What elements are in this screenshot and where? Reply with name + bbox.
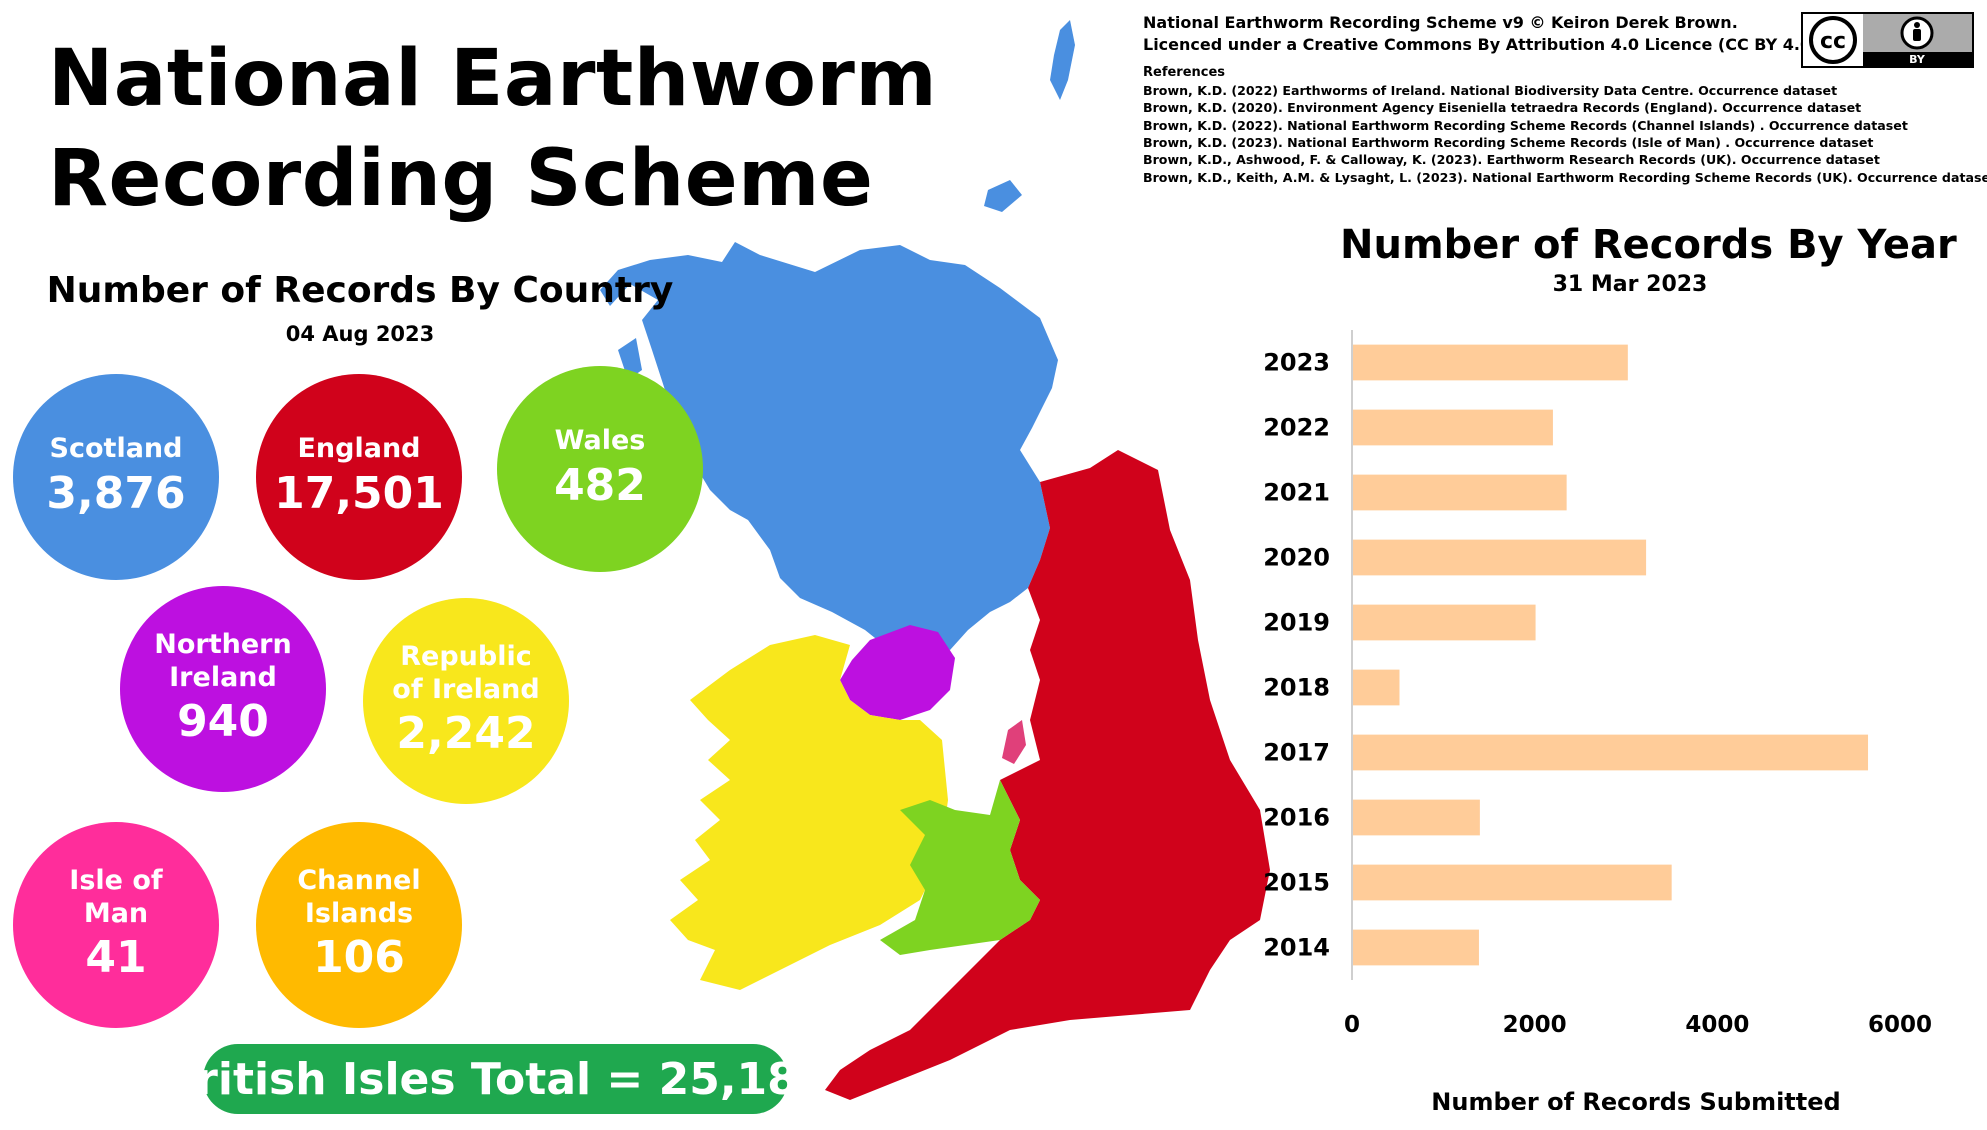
country-label: Isle of Man [69, 865, 163, 929]
country-label: Republic of Ireland [392, 641, 540, 705]
country-value: 2,242 [396, 707, 536, 759]
country-bubble-northern-ireland: Northern Ireland 940 [120, 586, 326, 792]
y-tick-label: 2022 [1263, 414, 1330, 442]
map-wales [880, 780, 1040, 955]
country-value: 3,876 [46, 467, 186, 519]
country-bubble-wales: Wales 482 [497, 366, 703, 572]
country-label: Wales [554, 425, 646, 457]
bar-2021 [1352, 474, 1567, 511]
bar-2015 [1352, 864, 1672, 901]
country-section-date: 04 Aug 2023 [285, 322, 435, 346]
x-tick-label: 6000 [1868, 1012, 1932, 1038]
licence-line1: National Earthworm Recording Scheme v9 ©… [1143, 13, 1738, 32]
y-tick-label: 2020 [1263, 544, 1330, 572]
year-section-title: Number of Records By Year [1340, 222, 1957, 268]
reference-item: Brown, K.D., Ashwood, F. & Calloway, K. … [1143, 152, 1880, 168]
british-isles-map [600, 20, 1270, 1100]
reference-item: Brown, K.D. (2022) Earthworms of Ireland… [1143, 82, 1838, 98]
licence-line2: Licenced under a Creative Commons By Att… [1143, 35, 1819, 55]
country-section-title: Number of Records By Country [46, 270, 674, 311]
page-title-line2: Recording Scheme [48, 134, 874, 224]
page-title-line1: National Earthworm [48, 34, 938, 124]
year-section-date: 31 Mar 2023 [1552, 272, 1708, 297]
bar-2016 [1352, 799, 1480, 836]
country-bubble-republic-of-ireland: Republic of Ireland 2,242 [363, 598, 569, 804]
country-value: 940 [177, 695, 269, 747]
y-tick-label: 2017 [1263, 739, 1330, 767]
map-shetland [1050, 20, 1075, 100]
x-axis-label: Number of Records Submitted [1431, 1088, 1840, 1110]
bar-2018 [1352, 669, 1400, 706]
bar-2020 [1352, 539, 1647, 576]
map-scotland [600, 242, 1058, 660]
licence-text: National Earthworm Recording Scheme v9 ©… [1143, 12, 1818, 57]
country-value: 41 [85, 931, 147, 983]
references-list: References Brown, K.D. (2022) Earthworms… [1143, 64, 1987, 186]
x-tick-label: 2000 [1503, 1012, 1567, 1038]
country-label: Channel Islands [297, 865, 421, 929]
country-value: 17,501 [274, 467, 444, 519]
map-england [825, 450, 1270, 1100]
bar-2019 [1352, 604, 1536, 641]
country-value: 482 [554, 459, 646, 511]
y-tick-label: 2014 [1263, 934, 1330, 962]
bar-2023 [1352, 344, 1628, 381]
reference-item: Brown, K.D. (2022). National Earthworm R… [1143, 117, 1908, 133]
y-tick-label: 2016 [1263, 804, 1330, 832]
map-northern-ireland [840, 625, 955, 720]
british-isles-total: British Isles Total = 25,188 [163, 1044, 828, 1114]
bar-2022 [1352, 409, 1553, 446]
reference-item: Brown, K.D., Keith, A.M. & Lysaght, L. (… [1143, 169, 1987, 185]
references-heading: References [1143, 65, 1226, 80]
svg-text:BY: BY [1909, 53, 1926, 66]
map-isle-of-man [1002, 720, 1026, 764]
cc-by-icon: cc BY [1803, 14, 1972, 66]
country-bubble-isle-of-man: Isle of Man 41 [13, 822, 219, 1028]
country-value: 106 [313, 931, 405, 983]
reference-item: Brown, K.D. (2023). National Earthworm R… [1143, 135, 1874, 151]
map-republic-of-ireland [670, 635, 948, 990]
y-tick-label: 2015 [1263, 869, 1330, 897]
reference-item: Brown, K.D. (2020). Environment Agency E… [1143, 100, 1862, 116]
y-tick-label: 2019 [1263, 609, 1330, 637]
records-by-year-chart: 2023 2022 2021 2020 2019 2018 2017 2016 2015 2014… [1263, 330, 1932, 1110]
svg-text:cc: cc [1820, 29, 1846, 54]
y-tick-label: 2018 [1263, 674, 1330, 702]
x-tick-label: 0 [1344, 1012, 1360, 1038]
country-bubble-scotland: Scotland 3,876 [13, 374, 219, 580]
bar-2017 [1352, 734, 1869, 771]
y-tick-label: 2023 [1263, 349, 1330, 377]
country-label: Scotland [49, 433, 183, 465]
country-label: England [297, 433, 421, 465]
country-bubble-channel-islands: Channel Islands 106 [256, 822, 462, 1028]
y-tick-label: 2021 [1263, 479, 1330, 507]
x-tick-label: 4000 [1685, 1012, 1749, 1038]
cc-by-badge: cc BY [1801, 12, 1974, 68]
bar-2014 [1352, 929, 1479, 966]
country-bubble-england: England 17,501 [256, 374, 462, 580]
country-label: Northern Ireland [154, 629, 292, 693]
map-orkney [984, 180, 1022, 212]
